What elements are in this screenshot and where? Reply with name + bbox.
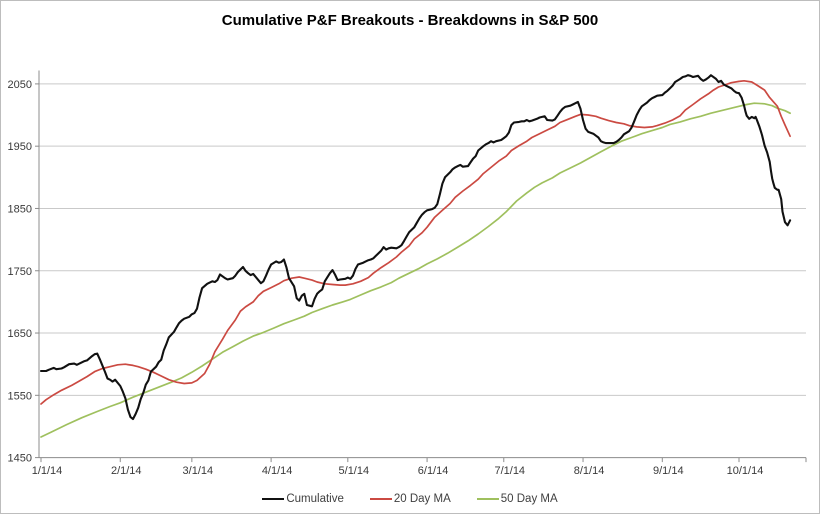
y-tick-label: 2050 <box>8 79 32 91</box>
y-tick-label: 1450 <box>8 453 32 465</box>
x-tick-label: 8/1/14 <box>574 465 605 477</box>
y-tick-label: 1650 <box>8 328 32 340</box>
series-line-20-day-ma <box>40 79 791 405</box>
x-tick-label: 6/1/14 <box>418 465 449 477</box>
legend-label: 50 Day MA <box>500 493 558 505</box>
series-line-50-day-ma <box>40 102 791 438</box>
legend-label: 20 Day MA <box>393 493 451 505</box>
x-tick-label: 1/1/14 <box>32 465 63 477</box>
chart-legend: Cumulative 20 Day MA 50 Day MA <box>1 493 819 505</box>
x-tick-label: 10/1/14 <box>727 465 764 477</box>
20day-ma-line-swatch <box>369 497 392 501</box>
x-tick-label: 4/1/14 <box>262 465 293 477</box>
y-tick-label: 1850 <box>8 203 32 215</box>
y-tick-label: 1550 <box>8 390 32 402</box>
legend-item-cumulative: Cumulative <box>262 493 344 505</box>
x-tick-label: 7/1/14 <box>494 465 525 477</box>
y-tick-label: 1750 <box>8 266 32 278</box>
series-line-cumulative <box>39 74 792 421</box>
50day-ma-line-swatch <box>476 497 499 501</box>
x-tick-label: 3/1/14 <box>183 465 214 477</box>
legend-item-20day-ma: 20 Day MA <box>369 493 451 505</box>
chart-title: Cumulative P&F Breakouts - Breakdowns in… <box>221 12 599 29</box>
legend-item-50day-ma: 50 Day MA <box>476 493 558 505</box>
x-tick-label: 9/1/14 <box>653 465 684 477</box>
x-tick-label: 5/1/14 <box>339 465 370 477</box>
x-tick-label: 2/1/14 <box>111 465 142 477</box>
legend-label: Cumulative <box>286 493 344 505</box>
cumulative-line-swatch <box>262 497 285 501</box>
y-tick-label: 1950 <box>8 141 32 153</box>
